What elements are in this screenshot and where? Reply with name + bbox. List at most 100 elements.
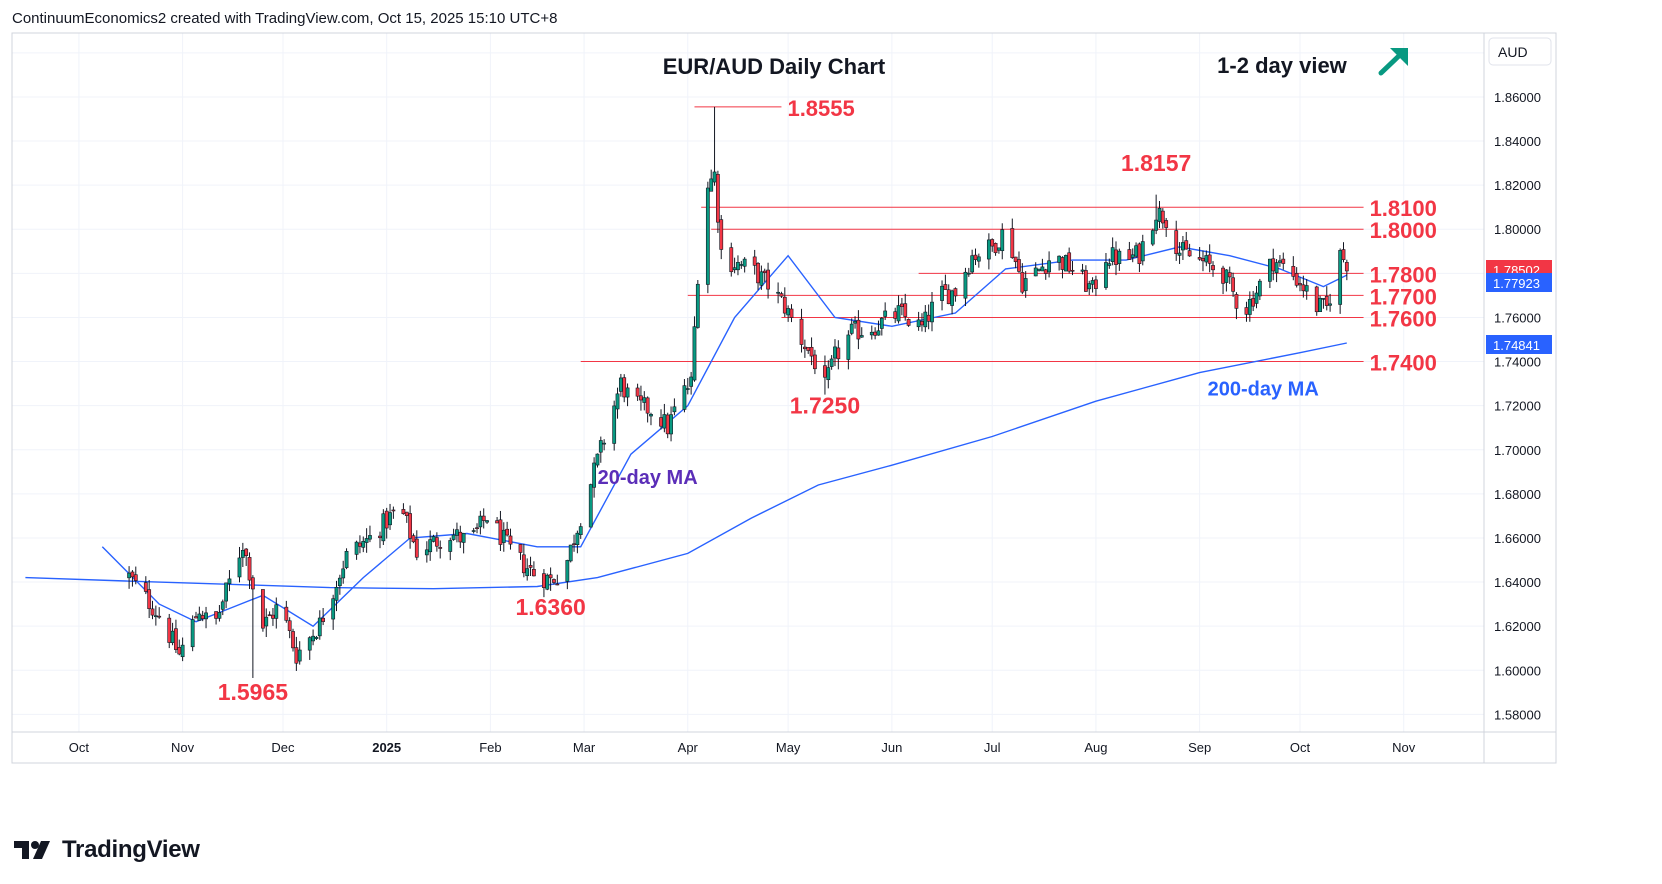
candle-body-down [1301, 284, 1306, 292]
candle-body-up [311, 635, 315, 642]
candle [1257, 278, 1262, 301]
candle [1140, 234, 1145, 266]
candle-body-up [1033, 267, 1038, 277]
candlesticks [127, 106, 1349, 678]
candle [572, 534, 576, 552]
candle-body-up [578, 526, 583, 536]
candle-body-down [1114, 249, 1118, 265]
candle-body-down [1281, 258, 1286, 264]
candle-body-up [344, 550, 349, 568]
candle [1047, 251, 1051, 278]
candle-body-up [545, 574, 550, 590]
candle-body-up [849, 323, 854, 334]
candle-body-down [214, 611, 218, 619]
candle [859, 327, 864, 338]
candle-body-down [408, 513, 412, 539]
candle-body-down [719, 219, 724, 250]
candle-body-down [528, 565, 533, 568]
chart-titles: EUR/AUD Daily Chart 1-2 day view [663, 48, 1408, 79]
candle-body-down [518, 544, 523, 553]
candle [361, 536, 366, 553]
candle-body-up [317, 617, 322, 637]
price-tag: 1.74841 [1486, 335, 1552, 354]
candle-body-down [284, 606, 289, 621]
candle-body-down [498, 519, 503, 545]
candle-body-down [1221, 267, 1225, 284]
candle [1164, 217, 1169, 237]
candle [849, 318, 854, 336]
candle [291, 628, 295, 652]
candle-body-up [501, 529, 506, 543]
annotation-label: 1.5965 [218, 679, 289, 705]
price-tag-bg [1486, 273, 1552, 292]
x-tick-label: Mar [573, 740, 596, 755]
candle [448, 537, 453, 561]
candle [920, 313, 924, 332]
candle-body-down [946, 289, 951, 305]
candle [414, 530, 419, 561]
candle-body-down [873, 331, 878, 336]
candle [659, 409, 663, 430]
candle-body-up [471, 530, 476, 532]
candle-body-down [1094, 279, 1098, 289]
candle-body-up [826, 367, 831, 381]
candle-body-up [1130, 254, 1135, 258]
candle [1040, 258, 1045, 272]
candle-body-down [287, 620, 292, 631]
candle [1324, 286, 1329, 311]
candle [879, 317, 884, 336]
candle [1157, 201, 1162, 229]
candle-body-up [1057, 255, 1062, 263]
candle-body-up [331, 598, 336, 620]
candle [1338, 248, 1343, 314]
candle-body-down [391, 509, 396, 512]
candle [461, 532, 466, 554]
candle [635, 383, 640, 401]
candle-body-up [1247, 299, 1252, 315]
x-tick-label: 2025 [372, 740, 401, 755]
candle [411, 533, 416, 544]
candle-body-down [384, 510, 389, 529]
candle [341, 560, 346, 584]
candle-body-down [1020, 272, 1025, 293]
candle [588, 483, 593, 528]
candle-body-down [133, 574, 138, 581]
tradingview-logo[interactable]: TradingView [14, 836, 200, 864]
candle-body-up [1181, 242, 1185, 251]
candle-body-up [337, 577, 342, 587]
candle-body-up [649, 413, 653, 417]
candle-body-down [378, 535, 382, 539]
candle-body-down [147, 589, 152, 609]
currency-button [1488, 37, 1552, 66]
candle [227, 570, 232, 592]
candle-body-up [695, 283, 700, 328]
y-tick-label: 1.76000 [1494, 310, 1541, 325]
candle [876, 320, 881, 336]
candle [505, 521, 510, 537]
candle-body-up [592, 462, 596, 488]
candle-body-up [598, 440, 603, 453]
candle [264, 608, 269, 638]
candle [244, 548, 249, 566]
annotation-label: 20-day MA [598, 467, 698, 489]
candle-body-up [625, 387, 630, 398]
candle-body-down [906, 319, 911, 326]
candle-body-down [1234, 294, 1239, 309]
candle-body-down [990, 239, 995, 247]
ma200-path [25, 342, 1347, 590]
candle [1087, 280, 1092, 296]
candle [404, 511, 409, 523]
candle-body-down [1271, 258, 1276, 272]
candle [1181, 235, 1185, 261]
candle-body-up [595, 453, 600, 466]
candle-body-down [481, 515, 486, 521]
candle-body-up [1150, 230, 1155, 245]
candle [923, 305, 928, 333]
candle [224, 582, 228, 609]
candle-body-up [1274, 262, 1279, 273]
candle-body-up [692, 326, 697, 381]
candle-body-up [361, 540, 366, 548]
candle-body-down [401, 509, 406, 515]
